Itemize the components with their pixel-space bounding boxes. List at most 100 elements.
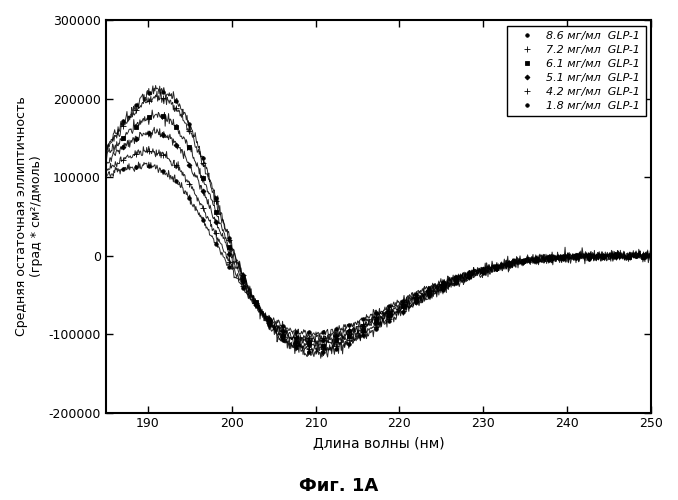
4.2 мг/мл  GLP-1 [412,292,420,298]
7.2 мг/мл  GLP-1 [425,290,433,296]
1.8 мг/мл  GLP-1 [585,254,593,260]
4.2 мг/мл  GLP-1 [212,230,220,236]
6.1 мг/мл  GLP-1 [559,254,567,260]
5.1 мг/мл  GLP-1 [172,142,180,148]
5.1 мг/мл  GLP-1 [492,264,500,270]
Line: 4.2 мг/мл  GLP-1: 4.2 мг/мл GLP-1 [120,148,645,340]
5.1 мг/мл  GLP-1 [452,276,460,281]
7.2 мг/мл  GLP-1 [199,160,207,166]
7.2 мг/мл  GLP-1 [372,324,380,330]
4.2 мг/мл  GLP-1 [332,332,340,338]
4.2 мг/мл  GLP-1 [145,148,153,154]
7.2 мг/мл  GLP-1 [412,298,420,304]
8.6 мг/мл  GLP-1 [172,98,180,104]
5.1 мг/мл  GLP-1 [319,336,327,342]
1.8 мг/мл  GLP-1 [172,178,180,184]
1.8 мг/мл  GLP-1 [492,262,500,268]
7.2 мг/мл  GLP-1 [359,329,367,335]
4.2 мг/мл  GLP-1 [385,308,393,314]
1.8 мг/мл  GLP-1 [372,310,380,316]
4.2 мг/мл  GLP-1 [612,254,620,260]
7.2 мг/мл  GLP-1 [319,346,327,352]
8.6 мг/мл  GLP-1 [412,299,420,305]
8.6 мг/мл  GLP-1 [492,266,500,272]
1.8 мг/мл  GLP-1 [439,280,447,285]
1.8 мг/мл  GLP-1 [639,252,647,258]
8.6 мг/мл  GLP-1 [399,308,407,314]
8.6 мг/мл  GLP-1 [319,349,327,355]
6.1 мг/мл  GLP-1 [492,265,500,271]
6.1 мг/мл  GLP-1 [385,312,393,318]
7.2 мг/мл  GLP-1 [465,274,473,280]
7.2 мг/мл  GLP-1 [332,344,340,349]
7.2 мг/мл  GLP-1 [399,308,407,314]
6.1 мг/мл  GLP-1 [399,303,407,309]
7.2 мг/мл  GLP-1 [265,320,273,326]
8.6 мг/мл  GLP-1 [345,341,353,347]
6.1 мг/мл  GLP-1 [212,210,220,216]
6.1 мг/мл  GLP-1 [345,333,353,339]
4.2 мг/мл  GLP-1 [425,287,433,293]
4.2 мг/мл  GLP-1 [452,276,460,282]
1.8 мг/мл  GLP-1 [132,164,140,170]
4.2 мг/мл  GLP-1 [399,299,407,305]
5.1 мг/мл  GLP-1 [599,253,607,259]
1.8 мг/мл  GLP-1 [305,329,313,335]
4.2 мг/мл  GLP-1 [319,335,327,341]
1.8 мг/мл  GLP-1 [399,298,407,304]
8.6 мг/мл  GLP-1 [559,255,567,261]
6.1 мг/мл  GLP-1 [532,257,540,263]
6.1 мг/мл  GLP-1 [159,113,167,119]
5.1 мг/мл  GLP-1 [625,253,633,259]
4.2 мг/мл  GLP-1 [572,254,580,260]
4.2 мг/мл  GLP-1 [585,254,593,260]
Y-axis label: Средняя остаточная эллиптичность
(град * см²/дмоль): Средняя остаточная эллиптичность (град *… [15,96,43,336]
6.1 мг/мл  GLP-1 [119,136,127,141]
8.6 мг/мл  GLP-1 [425,292,433,298]
1.8 мг/мл  GLP-1 [452,274,460,280]
1.8 мг/мл  GLP-1 [199,217,207,223]
7.2 мг/мл  GLP-1 [559,255,567,261]
4.2 мг/мл  GLP-1 [119,157,127,163]
4.2 мг/мл  GLP-1 [505,260,513,266]
5.1 мг/мл  GLP-1 [612,252,620,258]
5.1 мг/мл  GLP-1 [412,294,420,300]
4.2 мг/мл  GLP-1 [345,326,353,332]
1.8 мг/мл  GLP-1 [265,316,273,322]
4.2 мг/мл  GLP-1 [532,256,540,262]
5.1 мг/мл  GLP-1 [545,254,553,260]
5.1 мг/мл  GLP-1 [399,301,407,307]
5.1 мг/мл  GLP-1 [252,300,260,306]
5.1 мг/мл  GLP-1 [305,338,313,344]
6.1 мг/мл  GLP-1 [465,274,473,280]
8.6 мг/мл  GLP-1 [479,270,487,276]
6.1 мг/мл  GLP-1 [305,342,313,347]
8.6 мг/мл  GLP-1 [439,287,447,293]
8.6 мг/мл  GLP-1 [572,254,580,260]
1.8 мг/мл  GLP-1 [345,322,353,328]
1.8 мг/мл  GLP-1 [545,254,553,260]
1.8 мг/мл  GLP-1 [532,257,540,263]
6.1 мг/мл  GLP-1 [332,337,340,343]
8.6 мг/мл  GLP-1 [185,121,193,127]
8.6 мг/мл  GLP-1 [119,118,127,124]
4.2 мг/мл  GLP-1 [519,258,527,264]
6.1 мг/мл  GLP-1 [425,290,433,296]
Line: 5.1 мг/мл  GLP-1: 5.1 мг/мл GLP-1 [121,131,644,343]
5.1 мг/мл  GLP-1 [225,251,233,257]
4.2 мг/мл  GLP-1 [305,334,313,340]
6.1 мг/мл  GLP-1 [172,124,180,130]
5.1 мг/мл  GLP-1 [239,278,247,283]
6.1 мг/мл  GLP-1 [359,327,367,333]
8.6 мг/мл  GLP-1 [639,252,647,258]
7.2 мг/мл  GLP-1 [439,284,447,290]
8.6 мг/мл  GLP-1 [159,89,167,95]
7.2 мг/мл  GLP-1 [505,261,513,267]
8.6 мг/мл  GLP-1 [585,256,593,262]
7.2 мг/мл  GLP-1 [479,268,487,274]
4.2 мг/мл  GLP-1 [199,204,207,210]
1.8 мг/мл  GLP-1 [359,316,367,322]
6.1 мг/мл  GLP-1 [572,253,580,259]
Line: 1.8 мг/мл  GLP-1: 1.8 мг/мл GLP-1 [121,164,644,334]
1.8 мг/мл  GLP-1 [425,285,433,291]
